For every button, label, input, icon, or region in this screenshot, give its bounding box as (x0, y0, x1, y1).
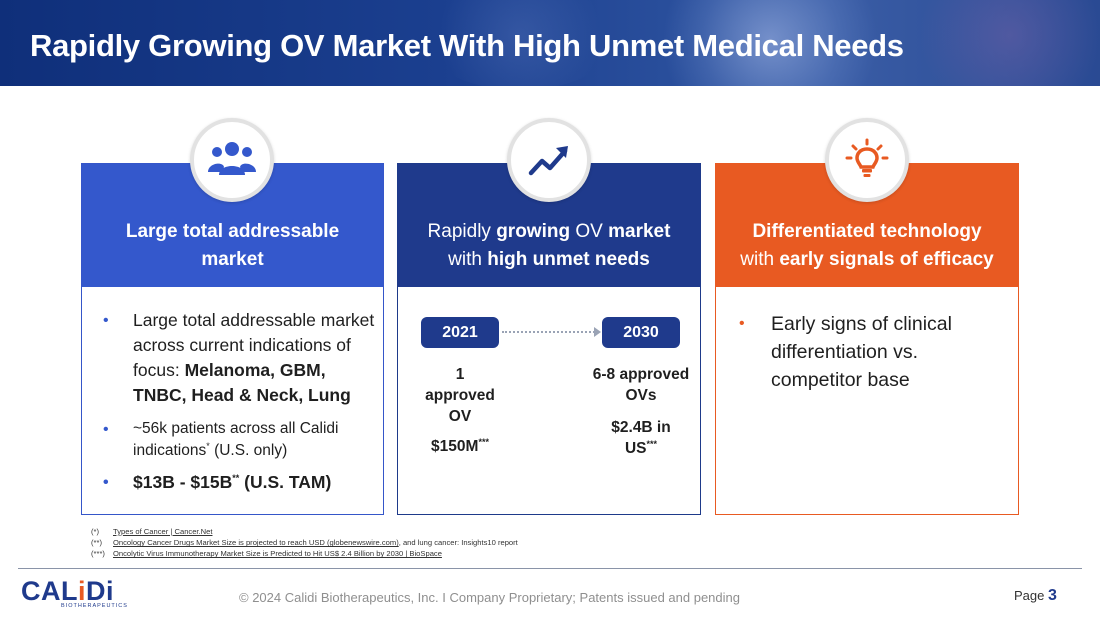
heading-fragment: Differentiated technology (752, 221, 982, 242)
approved-ov-2030: 6-8 approved OVs (585, 364, 697, 406)
heading-fragment: early signals of efficacy (779, 249, 994, 270)
people-group-icon (208, 142, 256, 175)
bullet-text: ~56k patients across all Calidi indicati… (133, 420, 339, 459)
card-addressable-market: Large total addressable market (81, 163, 384, 515)
lightbulb-icon-badge (825, 118, 909, 202)
footnote-marker: *** (646, 438, 658, 449)
stat-line: 1 (455, 366, 465, 383)
footnote: (*) Types of Cancer | Cancer.Net (91, 526, 518, 537)
stat-value: $150M (431, 438, 479, 455)
card-heading: Differentiated technology with early sign… (716, 164, 1018, 287)
addressable-market-list: • Large total addressable market across … (103, 308, 378, 495)
stat-line: 6-8 approved (592, 366, 690, 383)
market-value-2021: $150M*** (405, 436, 515, 457)
company-logo: CALiDi BIOTHERAPEUTICS (21, 577, 128, 609)
banner-cell-image-glow (640, 0, 900, 86)
efficacy-list: • Early signs of clinical differentiatio… (739, 310, 1009, 394)
bullet-text: Early signs of clinical differentiation … (771, 313, 952, 391)
footnote-marker: ** (232, 473, 240, 484)
arrow-right-icon (594, 327, 601, 337)
footer-divider (18, 568, 1082, 569)
bullet-icon: • (103, 474, 109, 491)
stat-line: OV (448, 408, 472, 425)
market-value-2030: $2.4B in US*** (590, 417, 692, 459)
bullet-icon: • (103, 421, 109, 438)
indications-list: Melanoma, GBM, TNBC, Head & Neck, Lung (133, 360, 351, 405)
footnote-marker: * (206, 440, 210, 451)
logo-text: Di (86, 576, 115, 606)
list-item: • $13B - $15B** (U.S. TAM) (103, 470, 378, 495)
card-heading-text: Rapidly growing OV market with high unmet… (414, 218, 684, 274)
list-item: • ~56k patients across all Calidi indica… (103, 418, 378, 462)
trending-up-icon (528, 146, 568, 176)
footnote: (**) Oncology Cancer Drugs Market Size is… (91, 537, 518, 548)
heading-fragment: growing (496, 221, 571, 242)
card-differentiated-technology: Differentiated technology with early sign… (715, 163, 1019, 515)
banner-cell-image-glow (420, 0, 620, 86)
footnote: (***) Oncolytic Virus Immunotherapy Marke… (91, 548, 518, 559)
heading-fragment: with (448, 249, 488, 270)
footnote-marker: (***) (91, 549, 105, 559)
footnotes: (*) Types of Cancer | Cancer.Net (**) Onco… (91, 526, 518, 560)
tam-value: $13B - $15B (133, 472, 233, 492)
people-group-icon-badge (190, 118, 274, 202)
card-heading-text: Large total addressable market (125, 221, 340, 270)
trending-up-icon-badge (507, 118, 591, 202)
footnote-marker: (**) (91, 538, 102, 548)
heading-fragment: OV (570, 221, 609, 242)
heading-fragment: Rapidly (427, 221, 497, 242)
list-item: • Early signs of clinical differentiatio… (739, 310, 1009, 394)
stat-line: OVs (625, 387, 657, 404)
stat-line: approved (425, 387, 495, 404)
heading-fragment: market (608, 221, 671, 242)
footnote-marker: (*) (91, 527, 100, 536)
banner-cell-image-glow (900, 0, 1100, 86)
page-number: 3 (1048, 587, 1057, 604)
lightbulb-icon (845, 138, 889, 177)
timeline-connector (502, 331, 598, 333)
bullet-text-suffix: (U.S. only) (209, 442, 288, 459)
copyright-notice: © 2024 Calidi Biotherapeutics, Inc. I Co… (239, 590, 740, 605)
footnote-link[interactable]: Oncolytic Virus Immunotherapy Market Siz… (113, 549, 442, 559)
card-heading-text: Differentiated technology with early sign… (722, 218, 1012, 274)
stat-value: US (624, 440, 647, 457)
list-item: • Large total addressable market across … (103, 308, 378, 408)
page-label: Page (1014, 588, 1045, 603)
approved-ov-2021: 1 approved OV (410, 364, 510, 427)
slide-title: Rapidly Growing OV Market With High Unme… (30, 28, 904, 63)
footnote-marker: *** (478, 436, 489, 447)
year-badge-end: 2030 (602, 317, 680, 348)
stat-value: $2.4B in (611, 419, 671, 436)
logo-text: CAL (21, 576, 78, 606)
footnote-link[interactable]: Oncology Cancer Drugs Market Size is pro… (113, 538, 399, 548)
logo-wordmark: CALiDi (21, 577, 128, 605)
page-indicator: Page 3 (1014, 587, 1057, 605)
heading-fragment: high unmet needs (487, 249, 650, 270)
logo-text: i (78, 576, 87, 606)
footnote-link[interactable]: Types of Cancer | Cancer.Net (113, 527, 213, 536)
logo-subtitle: BIOTHERAPEUTICS (61, 603, 128, 609)
header-banner: Rapidly Growing OV Market With High Unme… (0, 0, 1100, 86)
bullet-icon: • (103, 312, 109, 329)
bullet-icon: • (739, 315, 745, 332)
footnote-text: , and lung cancer: Insights10 report (398, 538, 518, 548)
year-badge-start: 2021 (421, 317, 499, 348)
bullet-text: Large total addressable market across cu… (133, 310, 375, 380)
tam-label: (U.S. TAM) (239, 472, 332, 492)
heading-fragment: with (740, 249, 780, 270)
